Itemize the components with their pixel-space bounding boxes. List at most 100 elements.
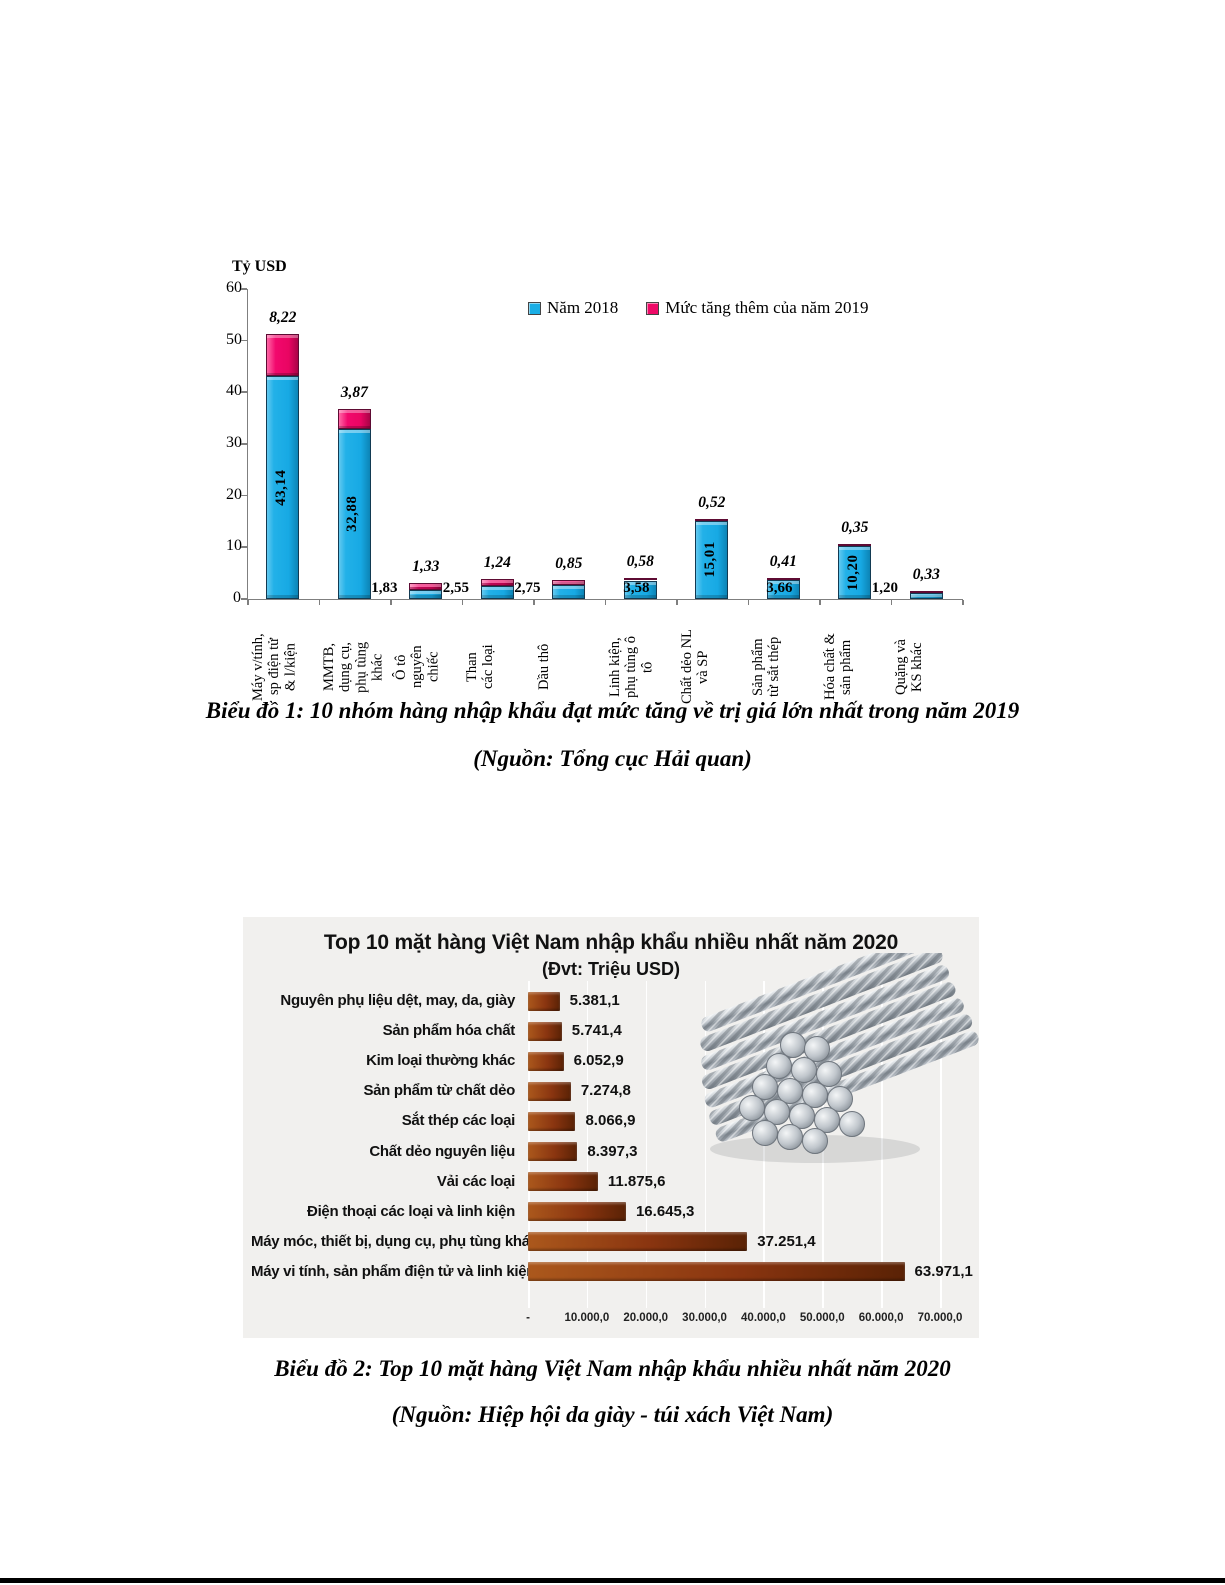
y-tick-label: 0 xyxy=(233,589,241,606)
page-bottom-rule xyxy=(0,1578,1225,1583)
bar-increase-label: 0,41 xyxy=(769,552,797,570)
bar-value-label: 15,01 xyxy=(701,542,718,579)
bar-2018-0 xyxy=(266,376,300,599)
chart2-title: Top 10 mặt hàng Việt Nam nhập khẩu nhiều… xyxy=(323,931,899,954)
legend-label: Năm 2018 xyxy=(547,298,619,317)
bar-2018-4 xyxy=(552,584,586,599)
y-tick-label: 50 xyxy=(226,330,242,348)
gridline xyxy=(586,981,589,1308)
bar-2019-increase-4 xyxy=(552,580,586,585)
chart1-unit-label: Tỷ USD xyxy=(232,258,287,275)
legend-swatch-icon xyxy=(646,301,660,315)
row-label: Kim loại thường khác xyxy=(366,1052,515,1070)
bar-7 xyxy=(528,1202,626,1222)
chart1-plot-area xyxy=(247,289,963,600)
bar-increase-label: 0,35 xyxy=(841,519,869,537)
bar-3 xyxy=(528,1081,571,1101)
gridline xyxy=(881,981,883,1308)
chart2-caption: Biểu đồ 2: Top 10 mặt hàng Việt Nam nhập… xyxy=(274,1356,951,1381)
y-tick-label: 60 xyxy=(226,279,242,296)
bar-value-label: 43,14 xyxy=(272,469,289,506)
x-tick-mark xyxy=(676,600,678,605)
x-tick-mark xyxy=(890,600,892,605)
row-label: Điện thoại các loại và linh kiện xyxy=(307,1202,515,1220)
row-label: Nguyên phụ liệu dệt, may, da, giày xyxy=(280,992,515,1009)
x-tick-label: 30.000,0 xyxy=(682,1312,727,1324)
row-label: Sắt thép các loại xyxy=(401,1112,516,1130)
bar-value-label: 3,58 xyxy=(623,580,650,596)
legend-item: Mức tăng thêm của năm 2019 xyxy=(646,298,869,318)
bar-value-label: 32,88 xyxy=(344,495,361,533)
bar-value-label: 2,75 xyxy=(514,580,541,596)
y-tick-label: 20 xyxy=(226,485,242,503)
x-tick-label: 20.000,0 xyxy=(623,1312,669,1324)
row-label: Sản phẩm từ chất dẻo xyxy=(363,1082,515,1100)
steel-rebar-photo xyxy=(700,953,979,1163)
bar-increase-label: 1,24 xyxy=(483,554,511,572)
bar-2018-8 xyxy=(838,546,872,599)
legend-swatch-icon xyxy=(528,301,541,315)
bar-value-label: 63.971,1 xyxy=(914,1262,973,1280)
bar-2019-increase-8 xyxy=(838,544,872,547)
bar-2019-increase-5 xyxy=(623,577,657,581)
gridline xyxy=(704,981,707,1308)
bar-2019-increase-9 xyxy=(909,591,943,594)
bar-2019-increase-7 xyxy=(766,577,800,581)
bar-value-label: 3,66 xyxy=(766,580,793,596)
y-tick-mark xyxy=(241,546,247,548)
x-tick-mark xyxy=(533,600,535,605)
x-tick-mark xyxy=(461,600,463,605)
x-tick-label: 70.000,0 xyxy=(917,1312,963,1324)
legend-label: Mức tăng thêm của năm 2019 xyxy=(665,298,869,317)
x-tick-mark xyxy=(747,600,749,605)
bar-2018-9 xyxy=(909,592,943,599)
bar-1 xyxy=(528,1021,562,1041)
row-label: Sản phẩm hóa chất xyxy=(382,1022,516,1040)
chart1-stacked-column: Tỷ USD 0 10 20 30 40 50 60 Năm 2018 Mức tăng th… xyxy=(226,256,978,726)
bar-8 xyxy=(528,1232,748,1252)
y-tick-mark xyxy=(241,288,247,290)
bar-increase-label: 8,22 xyxy=(269,308,297,326)
chart2-horizontal-bars: Top 10 mặt hàng Việt Nam nhập khẩu nhiều… xyxy=(243,917,979,1338)
bar-value-label: 10,20 xyxy=(844,554,861,591)
bar-increase-label: 1,33 xyxy=(412,557,440,575)
bar-2018-6 xyxy=(695,521,729,599)
bar-value-label: 16.645,3 xyxy=(635,1202,695,1220)
chart1-source: (Nguồn: Tổng cục Hải quan) xyxy=(473,746,752,771)
row-label: Máy móc, thiết bị, dụng cụ, phụ tùng khá… xyxy=(251,1232,538,1250)
bar-value-label: 11.875,6 xyxy=(607,1172,666,1190)
y-tick-mark xyxy=(241,339,247,342)
y-tick-label: 40 xyxy=(226,382,242,400)
gridline xyxy=(940,981,942,1308)
bar-6 xyxy=(528,1172,598,1192)
bar-2018-2 xyxy=(409,589,443,599)
bar-increase-label: 3,87 xyxy=(340,384,368,402)
bar-value-label: 6.052,9 xyxy=(573,1052,624,1070)
chart1-caption: Biểu đồ 1: 10 nhóm hàng nhập khẩu đạt mứ… xyxy=(205,698,1020,723)
bar-value-label: 7.274,8 xyxy=(580,1082,631,1100)
x-tick-mark xyxy=(604,600,606,605)
bar-2018-3 xyxy=(480,585,514,599)
bar-2018-7 xyxy=(766,580,800,599)
bar-4 xyxy=(528,1111,576,1131)
y-tick-label: 10 xyxy=(226,537,242,555)
row-label: Vải các loại xyxy=(436,1172,515,1190)
bar-value-label: 1,83 xyxy=(371,580,398,596)
x-tick-label: - xyxy=(526,1312,530,1324)
bar-2018-5 xyxy=(623,580,657,599)
bar-increase-label: 0,85 xyxy=(555,555,583,573)
bar-2018-1 xyxy=(337,429,371,599)
bar-2 xyxy=(528,1051,564,1071)
chart1-legend: Năm 2018 Mức tăng thêm của năm 2019 xyxy=(528,298,869,318)
x-tick-mark xyxy=(390,600,392,605)
gridline xyxy=(645,981,648,1308)
bar-value-label: 37.251,4 xyxy=(757,1232,816,1250)
bar-9 xyxy=(528,1262,905,1282)
bar-2019-increase-1 xyxy=(337,409,371,430)
x-tick-label: 60.000,0 xyxy=(858,1312,904,1324)
bar-value-label: 8.397,3 xyxy=(587,1142,638,1160)
bar-0 xyxy=(528,991,560,1011)
x-tick-mark xyxy=(819,600,821,605)
bar-value-label: 5.741,4 xyxy=(571,1022,622,1040)
bar-2019-increase-6 xyxy=(695,518,729,522)
